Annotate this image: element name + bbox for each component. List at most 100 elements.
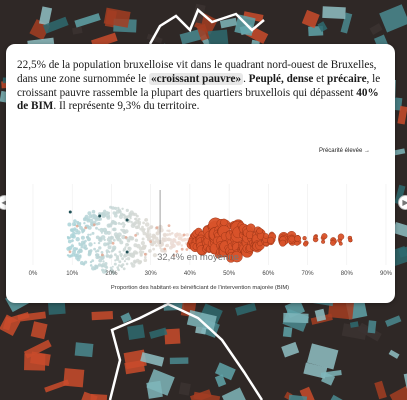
swarm-cloud-dot: [139, 253, 143, 257]
chevron-right-icon[interactable]: ▶: [398, 195, 407, 210]
map-block: [193, 391, 221, 400]
swarm-cloud-dot: [159, 246, 162, 250]
data-point: [330, 240, 336, 246]
map-block: [374, 380, 387, 400]
swarm-cloud-dot: [100, 231, 103, 234]
highlight-dot: [125, 218, 129, 222]
map-block: [178, 382, 191, 396]
swarm-cloud-dot: [89, 264, 93, 267]
swarm-cloud-dot: [144, 218, 149, 222]
map-block: [24, 353, 46, 371]
data-point: [92, 223, 96, 227]
swarm-cloud-dot: [108, 255, 112, 259]
map-block: [146, 33, 163, 44]
map-block: [299, 386, 316, 400]
swarm-cloud-dot: [157, 230, 160, 234]
map-block: [6, 311, 30, 324]
swarm-cloud-dot: [111, 206, 115, 210]
swarm-cloud-dot: [75, 247, 79, 251]
data-point: [134, 234, 138, 237]
swarm-cloud-dot: [83, 217, 87, 221]
swarm-cloud-dot: [105, 266, 109, 269]
data-point: [149, 240, 153, 244]
swarm-cloud-dot: [98, 258, 103, 263]
map-block: [322, 6, 346, 19]
data-point: [75, 224, 79, 228]
data-point: [263, 233, 269, 239]
swarm-cloud-dot: [91, 209, 96, 214]
swarm-cloud-dot: [163, 237, 168, 242]
map-block: [44, 379, 70, 393]
x-tick-label: 60%: [262, 271, 275, 277]
swarm-cloud-dot: [105, 251, 109, 254]
swarm-cloud-dot: [97, 241, 101, 245]
swarm-cloud-dot: [117, 269, 120, 272]
data-point: [84, 226, 87, 230]
map-block: [317, 21, 328, 33]
data-point: [321, 233, 328, 240]
swarm-cloud-dot: [171, 232, 174, 235]
swarm-cloud-dot: [143, 228, 146, 231]
swarm-cloud-dot: [141, 225, 144, 229]
data-point: [172, 254, 176, 257]
swarm-cloud-dot: [136, 214, 139, 218]
swarm-cloud-dot: [139, 227, 143, 231]
swarm-cloud-dot: [67, 222, 72, 227]
swarm-cloud-dot: [165, 243, 170, 248]
story-bold-3: 40% de BIM: [17, 86, 379, 113]
map-block: [234, 14, 256, 36]
map-block: [120, 312, 132, 324]
swarm-cloud-dot: [97, 221, 101, 226]
swarm-cloud-dot: [107, 245, 112, 250]
swarm-cloud-dot: [119, 253, 123, 257]
swarm-cloud-dot: [121, 257, 124, 261]
story-text-5: . Il représente 9,3% du territoire.: [53, 100, 200, 113]
swarm-cloud-dot: [121, 221, 125, 225]
swarm-cloud-dot: [84, 260, 88, 264]
swarm-cloud-dot: [114, 253, 117, 257]
swarm-cloud-dot: [102, 213, 106, 217]
swarm-cloud-dot: [173, 239, 176, 242]
swarm-cloud-dot: [71, 239, 74, 243]
swarm-cloud-dot: [121, 263, 125, 267]
swarm-cloud-dot: [70, 244, 75, 248]
data-point: [101, 253, 104, 257]
highlight-dot: [125, 250, 129, 254]
beeswarm-chart: 32,4% en moyenne 0% 10% 20% 30% 40% 50% 60% 70%…: [29, 148, 393, 291]
swarm-cloud-dot: [102, 227, 107, 233]
swarm-cloud-dot: [111, 270, 116, 275]
story-text-4: , le croissant pauvre rassemble la plupa…: [17, 72, 381, 99]
data-point: [313, 234, 318, 240]
swarm-cloud-dot: [144, 255, 147, 259]
swarm-cloud-dot: [78, 249, 83, 253]
data-point: [302, 241, 309, 247]
map-block: [195, 326, 207, 335]
swarm-cloud-dot: [134, 238, 139, 242]
swarm-cloud-dot: [167, 229, 171, 233]
swarm-cloud-dot: [131, 263, 136, 268]
swarm-cloud-dot: [121, 234, 126, 240]
swarm-cloud-dot: [113, 262, 117, 266]
swarm-cloud-dot: [123, 247, 127, 251]
swarm-cloud-dot: [88, 242, 93, 247]
swarm-cloud-dot: [123, 223, 126, 226]
swarm-cloud-dot: [80, 235, 85, 240]
map-block: [17, 311, 47, 322]
map-block: [235, 302, 257, 316]
swarm-cloud-dot: [125, 258, 128, 261]
swarm-cloud-dot: [159, 242, 164, 247]
story-bold-2: précaire: [326, 72, 367, 85]
swarm-cloud-dot: [97, 228, 100, 231]
highlight-dot: [98, 214, 102, 218]
data-point: [302, 236, 307, 241]
swarm-cloud-dot: [137, 220, 142, 225]
swarm-cloud-dot: [85, 247, 89, 250]
map-block: [30, 321, 48, 340]
swarm-cloud-dot: [144, 222, 150, 227]
swarm-cloud-dot: [83, 222, 86, 225]
swarm-cloud-dot: [127, 243, 130, 246]
swarm-cloud-dot: [89, 233, 92, 236]
x-tick-label: 90%: [380, 271, 393, 277]
map-block: [306, 343, 339, 370]
swarm-cloud-dot: [91, 259, 95, 262]
